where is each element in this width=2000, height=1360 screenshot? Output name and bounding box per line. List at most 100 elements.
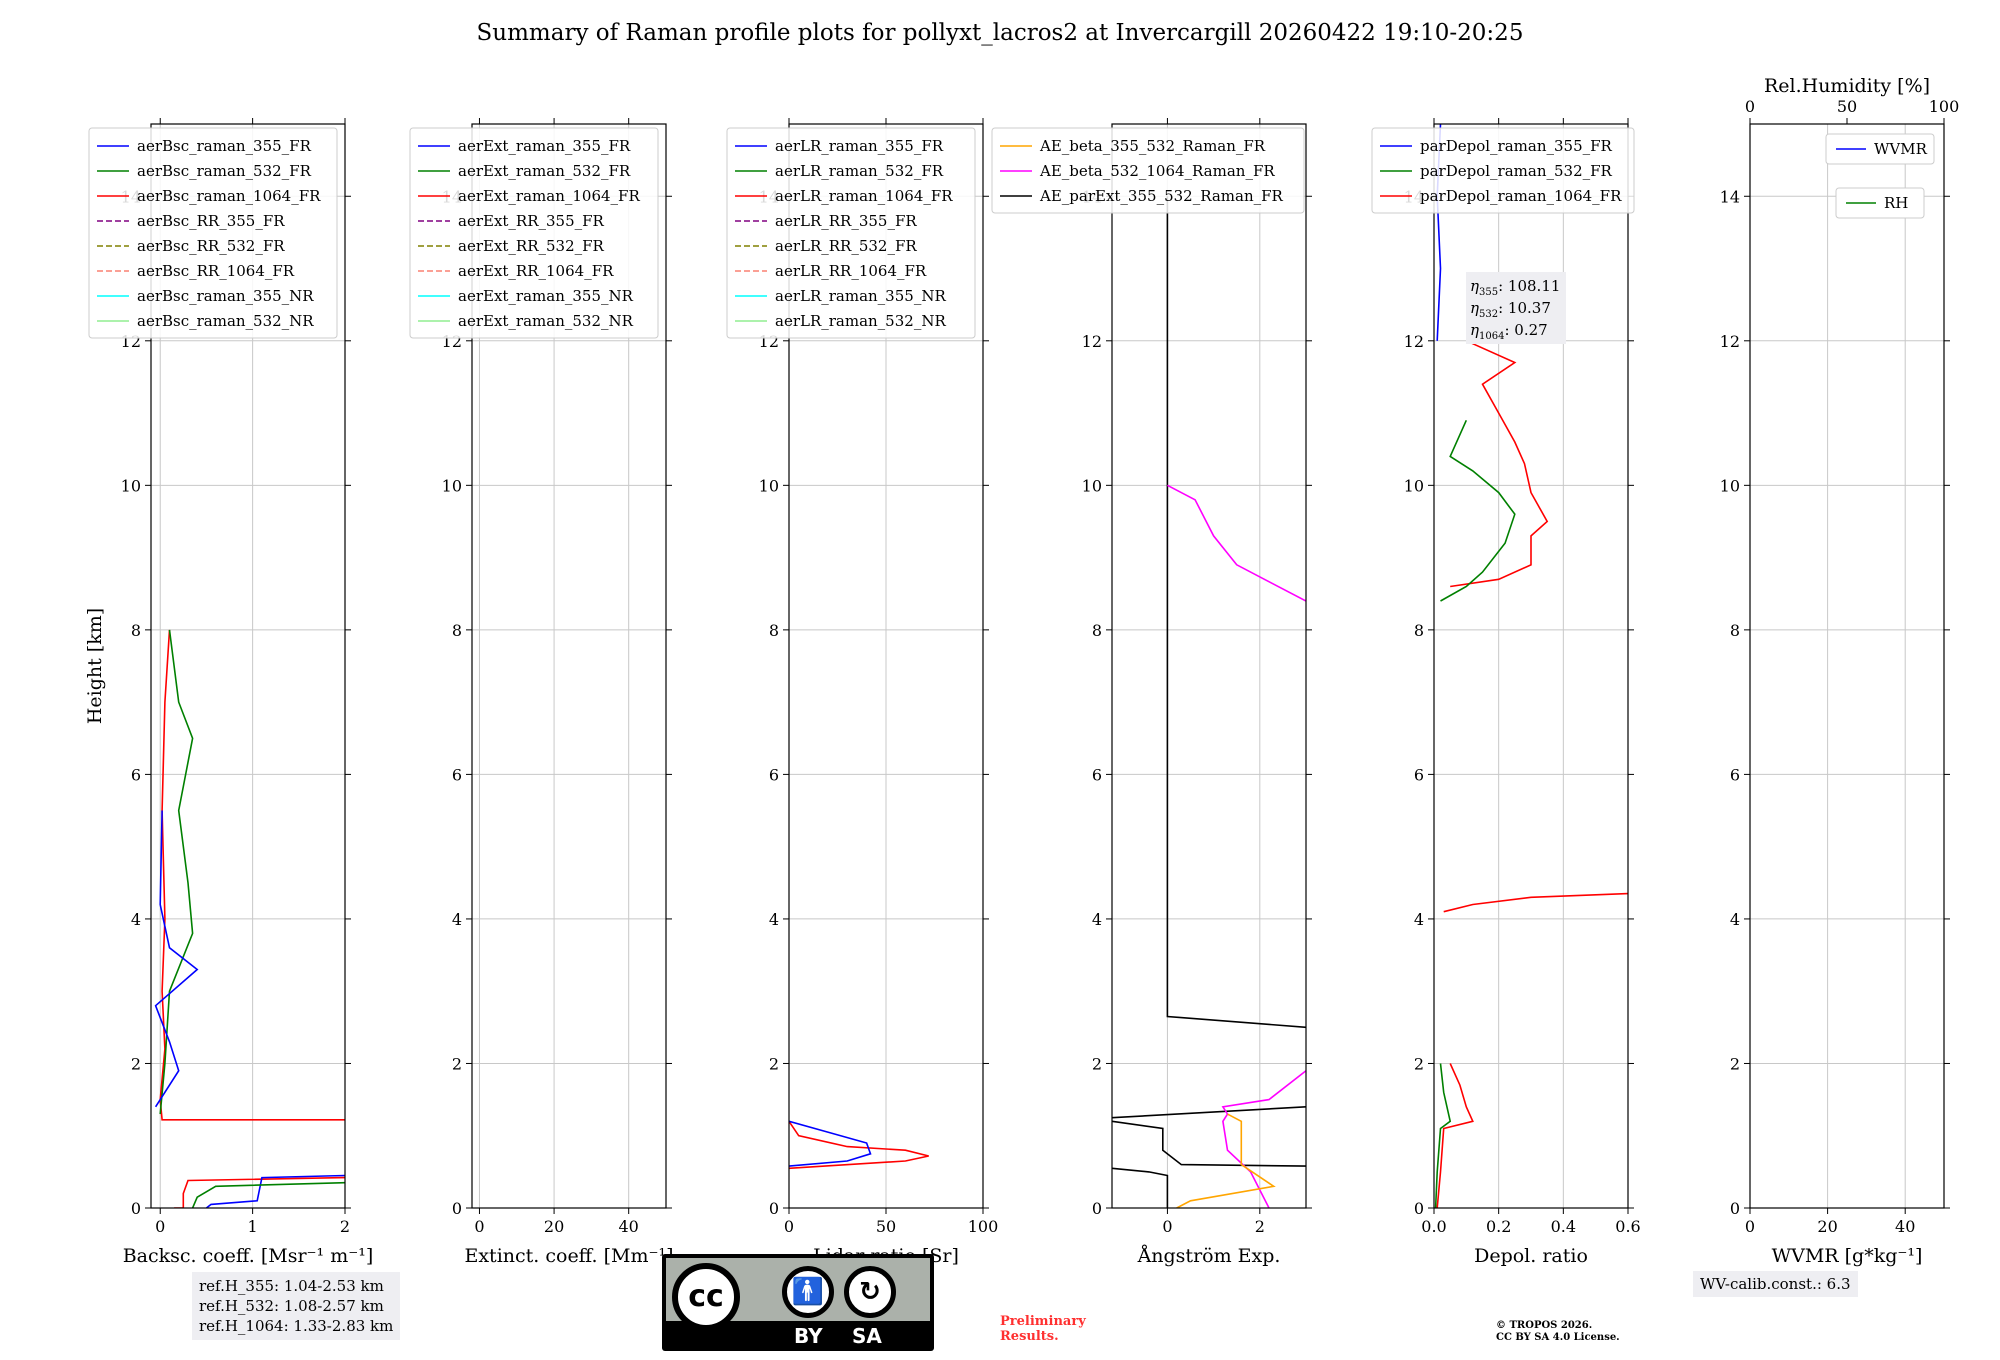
- y-tick-label: 12: [1082, 332, 1102, 351]
- x-tick-label: 0.2: [1486, 1217, 1511, 1236]
- x-tick-label: 0: [155, 1217, 165, 1236]
- legend-entry: aerLR_raman_355_FR: [775, 137, 944, 155]
- legend: aerLR_raman_355_FR aerLR_raman_532_FR aerL…: [726, 127, 976, 339]
- series-line-aerLR_raman_1064_FR: [789, 1120, 929, 1170]
- y-tick-label: 6: [131, 765, 141, 784]
- top-x-axis-label: Rel.Humidity [%]: [1764, 75, 1930, 97]
- x-tick-label: 20: [544, 1217, 564, 1236]
- y-tick-label: 8: [769, 621, 779, 640]
- legend-box: [88, 127, 338, 339]
- y-tick-label: 12: [1404, 332, 1424, 351]
- y-tick-label: 0: [1092, 1199, 1102, 1218]
- copyright-line-1: © TROPOS 2026.: [1496, 1320, 1593, 1331]
- y-tick-label: 10: [759, 476, 779, 495]
- y-tick-label: 6: [769, 765, 779, 784]
- legend-entry: aerExt_raman_355_FR: [458, 137, 631, 155]
- series-line-aerLR_raman_355_FR: [789, 1120, 872, 1167]
- axes-frame: [471, 123, 667, 1209]
- cc-sa-label: SA: [852, 1324, 882, 1348]
- series-group: [789, 1120, 929, 1170]
- series-line-aerBsc_raman_355_FR_upper: [154, 810, 199, 1108]
- legend-entry: aerBsc_raman_1064_FR: [137, 187, 321, 205]
- legend-entry: aerExt_RR_1064_FR: [458, 262, 614, 280]
- series-line-aerBsc_raman_532_FR_upper: [159, 629, 194, 1115]
- legend-entry: AE_parExt_355_532_Raman_FR: [1039, 187, 1284, 205]
- y-tick-label: 8: [1092, 621, 1102, 640]
- axes-frame: [1111, 123, 1307, 1209]
- legend-box: [991, 127, 1305, 214]
- preliminary-line-1: Preliminary: [1000, 1314, 1086, 1329]
- legend-entry: parDepol_raman_1064_FR: [1420, 187, 1622, 205]
- legend-entry: WVMR: [1874, 140, 1928, 158]
- series-line-AE_parExt_355_532_Raman_FR_low2: [1112, 1120, 1306, 1167]
- legend-entry: aerLR_RR_355_FR: [775, 212, 917, 230]
- y-tick-label: 10: [442, 476, 462, 495]
- copyright-line-2: CC BY SA 4.0 License.: [1496, 1332, 1620, 1343]
- x-axis-label: Backsc. coeff. [Msr⁻¹ m⁻¹]: [123, 1245, 374, 1267]
- legend: aerExt_raman_355_FR aerExt_raman_532_FRae…: [409, 127, 659, 339]
- y-tick-label: 0: [1730, 1199, 1740, 1218]
- legend-box: [1835, 187, 1925, 219]
- top-x-tick-label: 50: [1837, 97, 1857, 116]
- y-tick-label: 2: [1414, 1054, 1424, 1073]
- legend: AE_beta_355_532_Raman_FR AE_beta_532_1064…: [991, 127, 1305, 214]
- x-tick-label: 0: [1162, 1217, 1172, 1236]
- legend-entry: parDepol_raman_532_FR: [1420, 162, 1613, 180]
- legend: WVMR RH: [1825, 133, 1935, 219]
- y-tick-label: 6: [1414, 765, 1424, 784]
- axes-frame: [1749, 123, 1945, 1209]
- legend: parDepol_raman_355_FR parDepol_raman_532_…: [1371, 127, 1635, 214]
- legend-box: [1825, 133, 1935, 165]
- figure-title: Summary of Raman profile plots for polly…: [476, 20, 1524, 46]
- legend-entry: aerBsc_RR_355_FR: [137, 212, 285, 230]
- y-tick-label: 0: [769, 1199, 779, 1218]
- y-tick-label: 6: [1730, 765, 1740, 784]
- cc-license-badge: cc 🚹 ↻ BY SA: [662, 1254, 934, 1351]
- legend-entry: RH: [1884, 194, 1908, 212]
- by-person-icon: 🚹: [782, 1266, 834, 1318]
- eta-label: η532: 10.37: [1470, 299, 1551, 320]
- legend-entry: aerLR_RR_532_FR: [775, 237, 917, 255]
- legend-entry: aerBsc_raman_532_FR: [137, 162, 312, 180]
- legend-entry: aerExt_raman_355_NR: [458, 287, 634, 305]
- y-tick-label: 2: [1730, 1054, 1740, 1073]
- legend-entry: AE_beta_532_1064_Raman_FR: [1039, 162, 1275, 180]
- series-group: [154, 629, 345, 1208]
- legend-entry: aerBsc_raman_532_NR: [137, 312, 314, 330]
- legend-entry: aerExt_raman_532_FR: [458, 162, 631, 180]
- axes-frame: [1433, 123, 1629, 1209]
- y-tick-label: 8: [452, 621, 462, 640]
- x-tick-label: 100: [968, 1217, 999, 1236]
- x-tick-label: 50: [876, 1217, 896, 1236]
- series-line-aerBsc_raman_532_FR: [191, 1181, 345, 1208]
- series-line-aerBsc_raman_1064_FR_upper: [159, 629, 345, 1121]
- series-line-parDepol_raman_532_FR_up: [1440, 419, 1516, 602]
- panel-backscatter: 02468101214012Backsc. coeff. [Msr⁻¹ m⁻¹]…: [84, 118, 373, 1267]
- x-tick-label: 0.4: [1551, 1217, 1576, 1236]
- legend-box: [1371, 127, 1635, 214]
- series-line-parDepol_raman_532_FR_low: [1434, 1063, 1452, 1208]
- legend-entry: aerLR_raman_532_FR: [775, 162, 944, 180]
- panel-extinction: 0246810121402040Extinct. coeff. [Mm⁻¹]ae…: [409, 118, 674, 1267]
- series-line-AE_beta_355_532_Raman_FR: [1176, 1113, 1276, 1208]
- legend-entry: aerExt_raman_532_NR: [458, 312, 634, 330]
- series-line-parDepol_raman_1064_FR: [1436, 1063, 1474, 1208]
- panel-angstrom: 0246810121402Ångström Exp.AE_beta_355_53…: [991, 118, 1312, 1267]
- y-tick-label: 2: [769, 1054, 779, 1073]
- copyright-note: © TROPOS 2026. CC BY SA 4.0 License.: [1496, 1320, 1620, 1344]
- series-group: [1112, 196, 1306, 1208]
- legend-entry: aerExt_RR_532_FR: [458, 237, 605, 255]
- y-tick-label: 4: [1092, 910, 1102, 929]
- y-tick-label: 10: [1082, 476, 1102, 495]
- legend-entry: AE_beta_355_532_Raman_FR: [1039, 137, 1266, 155]
- y-tick-label: 14: [1720, 187, 1740, 206]
- x-tick-label: 2: [340, 1217, 350, 1236]
- x-axis-label: WVMR [g*kg⁻¹]: [1772, 1245, 1923, 1267]
- legend-entry: aerExt_RR_355_FR: [458, 212, 605, 230]
- series-group: [1434, 124, 1628, 1208]
- y-tick-label: 12: [1720, 332, 1740, 351]
- y-tick-label: 2: [1092, 1054, 1102, 1073]
- eta-label: η355: 108.11: [1470, 277, 1560, 298]
